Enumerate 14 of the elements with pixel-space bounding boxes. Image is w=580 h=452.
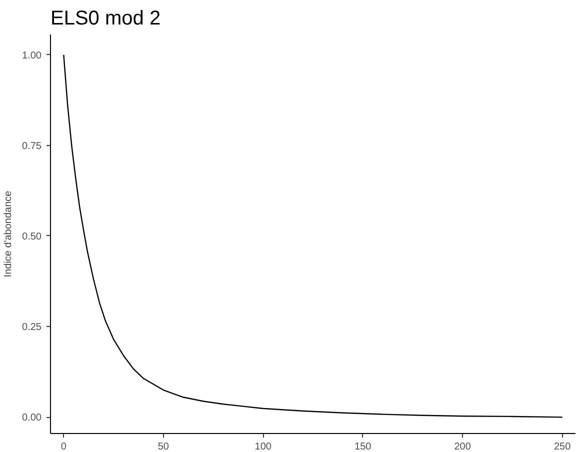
y-tick-label: 0.75 xyxy=(22,140,42,152)
chart-title: ELS0 mod 2 xyxy=(50,8,161,30)
y-tick-label: 0.00 xyxy=(22,412,42,424)
x-tick-label: 200 xyxy=(454,442,472,452)
y-tick-label: 0.25 xyxy=(22,322,42,334)
x-tick-label: 150 xyxy=(354,442,372,452)
x-tick-label: 0 xyxy=(60,442,67,452)
x-tick-label: 100 xyxy=(254,442,272,452)
y-axis-title: Indice d'abondance xyxy=(3,190,14,278)
y-tick-label: 0.50 xyxy=(22,231,42,242)
y-tick-label: 1.00 xyxy=(22,50,42,62)
line-series xyxy=(63,54,563,418)
x-tick-label: 50 xyxy=(158,442,170,452)
x-tick-label: 250 xyxy=(554,442,572,452)
